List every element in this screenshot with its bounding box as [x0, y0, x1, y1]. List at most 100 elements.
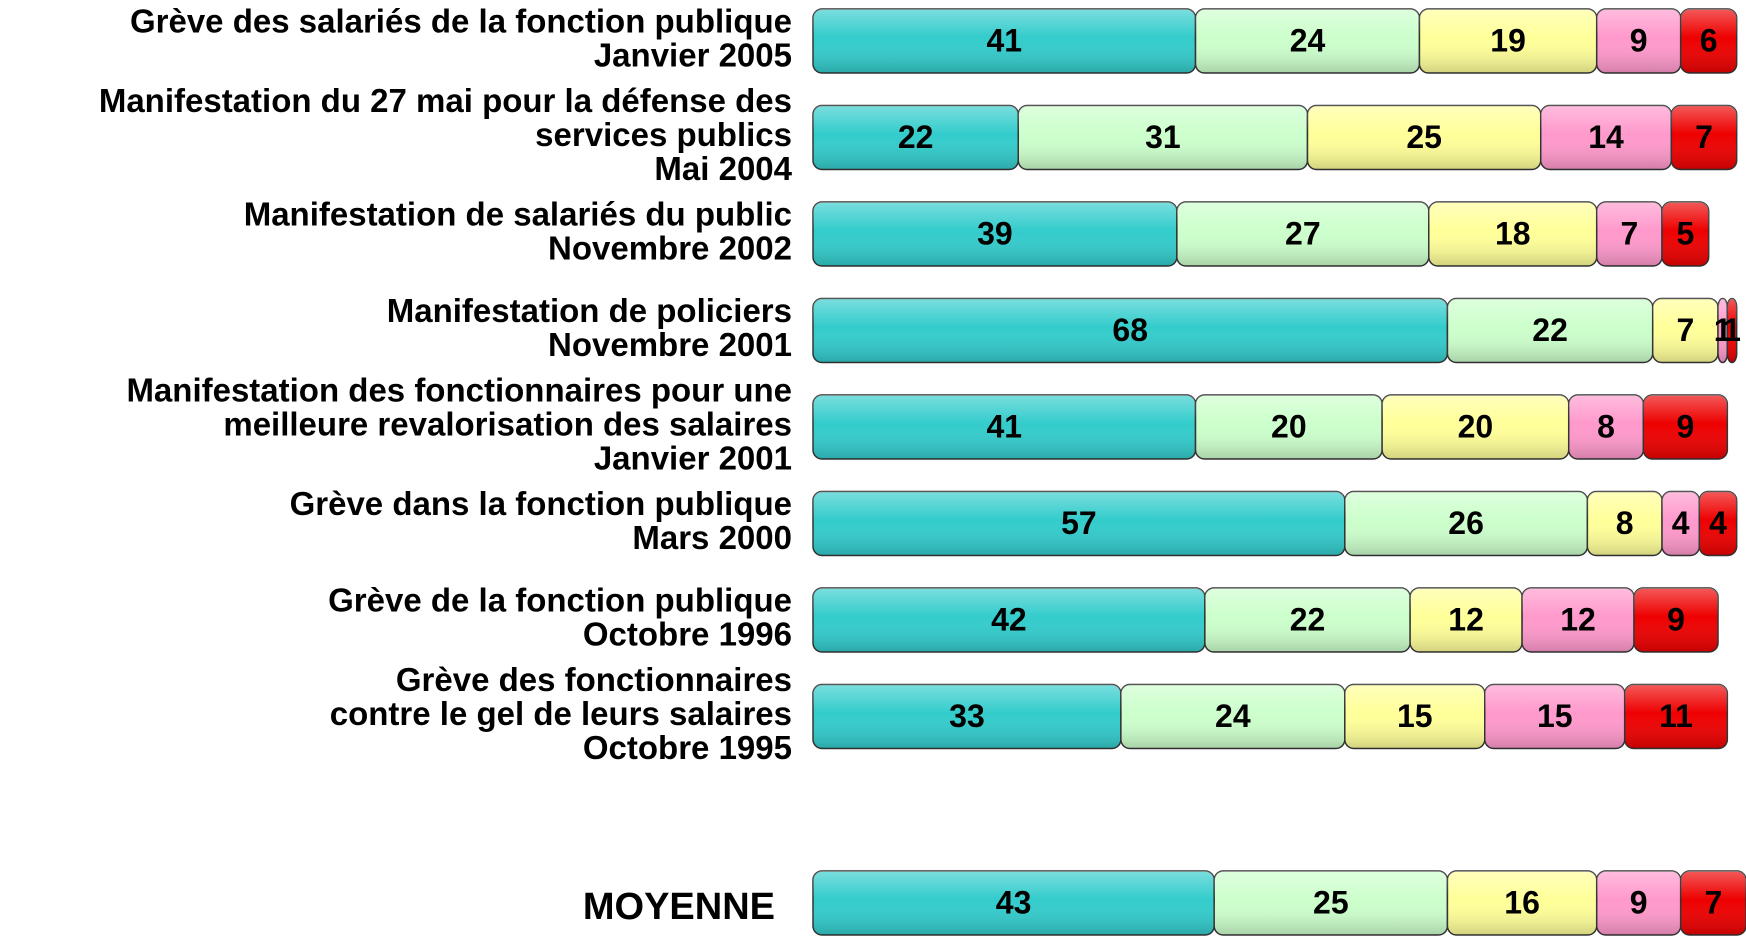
category-label: services publics [535, 116, 792, 153]
bar-shade [1204, 588, 1411, 652]
bar-shade [1382, 395, 1569, 459]
value-label: 15 [1537, 698, 1573, 734]
value-label: 15 [1397, 698, 1433, 734]
category-label: Novembre 2002 [548, 230, 792, 267]
category-label: Mai 2004 [654, 150, 792, 187]
bar-shade [1596, 9, 1681, 73]
bar-shade [813, 395, 1196, 459]
bar-shade [1643, 395, 1728, 459]
value-label: 41 [986, 22, 1022, 58]
category-label: Mars 2000 [632, 519, 792, 556]
bar-shade [813, 871, 1215, 935]
bar-shade [1634, 588, 1719, 652]
value-label: 9 [1667, 601, 1685, 637]
value-label: 1 [1723, 312, 1741, 348]
category-label: MOYENNE [583, 886, 775, 928]
bar-shade [1699, 491, 1737, 556]
category-label: Grève dans la fonction publique [290, 485, 792, 522]
category-label: Manifestation du 27 mai pour la défense … [99, 82, 792, 119]
bar-shade [1120, 684, 1345, 749]
category-label: Novembre 2001 [548, 326, 792, 363]
bar-shade [813, 298, 1448, 363]
bar-shade [1176, 202, 1429, 266]
category-label: meilleure revalorisation des salaires [223, 406, 792, 443]
category-label: Grève des fonctionnaires [396, 661, 792, 698]
value-label: 9 [1630, 22, 1648, 58]
value-label: 7 [1704, 884, 1722, 920]
value-label: 12 [1448, 601, 1484, 637]
bar-shade [1680, 9, 1737, 73]
bar-shade [1540, 105, 1672, 170]
bar-shade [1596, 202, 1663, 266]
bar-shade [1419, 9, 1597, 73]
value-label: 9 [1630, 884, 1648, 920]
category-label: Manifestation des fonctionnaires pour un… [126, 372, 792, 409]
value-label: 8 [1616, 505, 1634, 541]
value-label: 22 [898, 119, 934, 155]
category-label: Manifestation de salariés du public [244, 196, 792, 233]
value-label: 41 [986, 408, 1022, 444]
value-label: 12 [1560, 601, 1596, 637]
bar-shade [1662, 202, 1709, 266]
bar-shade [1307, 105, 1541, 170]
bar-shade [1195, 9, 1420, 73]
category-label: Manifestation de policiers [387, 292, 792, 329]
bar-shade [1624, 684, 1728, 749]
bar-shade [813, 9, 1196, 73]
bar-shade [1447, 871, 1597, 935]
value-label: 18 [1495, 215, 1531, 251]
value-label: 8 [1597, 408, 1615, 444]
value-label: 33 [949, 698, 985, 734]
category-label: Octobre 1995 [583, 729, 792, 766]
category-label: Octobre 1996 [583, 616, 792, 653]
value-label: 57 [1061, 505, 1097, 541]
bar-shade [813, 202, 1177, 266]
value-label: 20 [1271, 408, 1307, 444]
bar-shade [1727, 298, 1737, 363]
value-label: 9 [1676, 408, 1694, 444]
bar-shade [1447, 298, 1653, 363]
value-label: 25 [1406, 119, 1442, 155]
value-label: 24 [1215, 698, 1251, 734]
bar-shade [1662, 491, 1700, 556]
bar-shade [1568, 395, 1644, 459]
category-label: Grève de la fonction publique [328, 582, 792, 619]
bar-shade [1344, 684, 1485, 749]
value-label: 19 [1490, 22, 1526, 58]
bar-shade [1596, 871, 1681, 935]
category-label: Grève des salariés de la fonction publiq… [130, 3, 792, 40]
value-label: 5 [1676, 215, 1694, 251]
value-label: 43 [996, 884, 1032, 920]
bar-shade [813, 105, 1019, 170]
value-label: 16 [1504, 884, 1540, 920]
bar-shade [1587, 491, 1663, 556]
value-label: 42 [991, 601, 1027, 637]
bar-shade [813, 684, 1121, 749]
bar-shade [1522, 588, 1635, 652]
bar-shade [813, 588, 1205, 652]
bar-shade [1195, 395, 1383, 459]
value-label: 4 [1709, 505, 1727, 541]
value-label: 7 [1676, 312, 1694, 348]
value-label: 11 [1659, 698, 1693, 734]
bar-shade [1718, 298, 1728, 363]
bar-shade [813, 491, 1345, 556]
bar-shade [1680, 871, 1746, 935]
bar-shade [1344, 491, 1588, 556]
value-label: 25 [1313, 884, 1349, 920]
category-label: Janvier 2005 [594, 37, 792, 74]
value-label: 31 [1145, 119, 1181, 155]
value-label: 20 [1458, 408, 1494, 444]
category-label: Janvier 2001 [594, 440, 792, 477]
bar-shade [1428, 202, 1597, 266]
value-label: 68 [1112, 312, 1148, 348]
value-label: 26 [1448, 505, 1484, 541]
value-label: 39 [977, 215, 1013, 251]
bar-shade [1018, 105, 1308, 170]
value-label: 24 [1290, 22, 1326, 58]
value-label: 27 [1285, 215, 1321, 251]
bar-shade [1410, 588, 1523, 652]
value-label: 6 [1700, 22, 1718, 58]
value-label: 14 [1588, 119, 1624, 155]
bar-shade [1652, 298, 1719, 363]
